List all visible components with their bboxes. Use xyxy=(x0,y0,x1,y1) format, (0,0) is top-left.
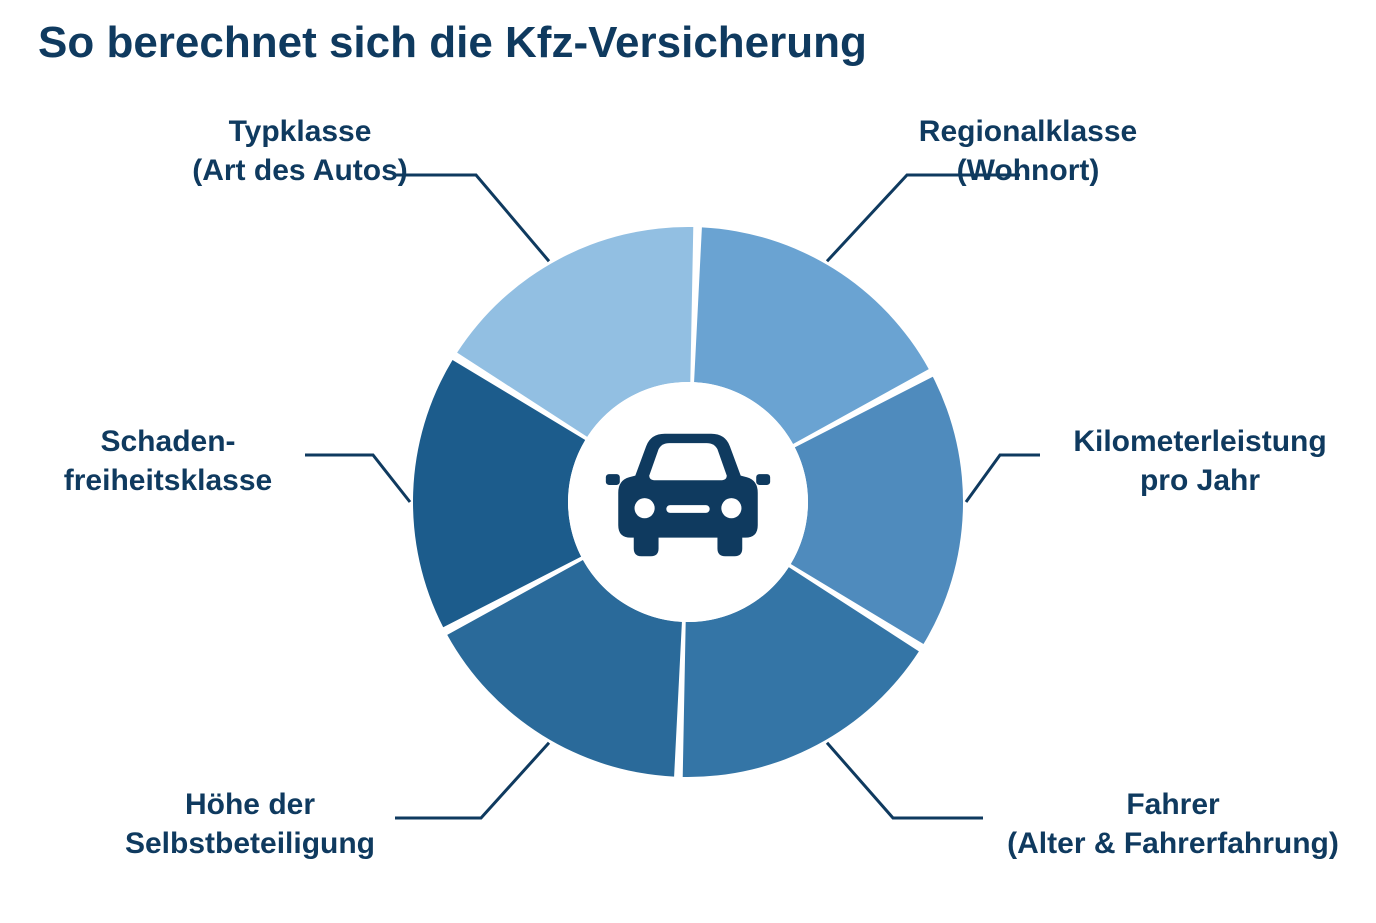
leader-line-4 xyxy=(305,455,410,502)
leader-line-3 xyxy=(395,743,549,818)
leader-line-1 xyxy=(966,455,1040,502)
label-hoehe: Höhe der Selbstbeteiligung xyxy=(100,785,400,863)
leader-line-2 xyxy=(827,743,983,818)
label-schaden: Schaden- freiheitsklasse xyxy=(28,422,308,500)
label-typklasse: Typklasse (Art des Autos) xyxy=(160,112,440,190)
label-kilometer: Kilometerleistung pro Jahr xyxy=(1040,422,1360,500)
donut-chart: Typklasse (Art des Autos) Regionalklasse… xyxy=(0,0,1376,918)
label-regionalklasse: Regionalklasse (Wohnort) xyxy=(888,112,1168,190)
label-fahrer: Fahrer (Alter & Fahrerfahrung) xyxy=(983,785,1363,863)
